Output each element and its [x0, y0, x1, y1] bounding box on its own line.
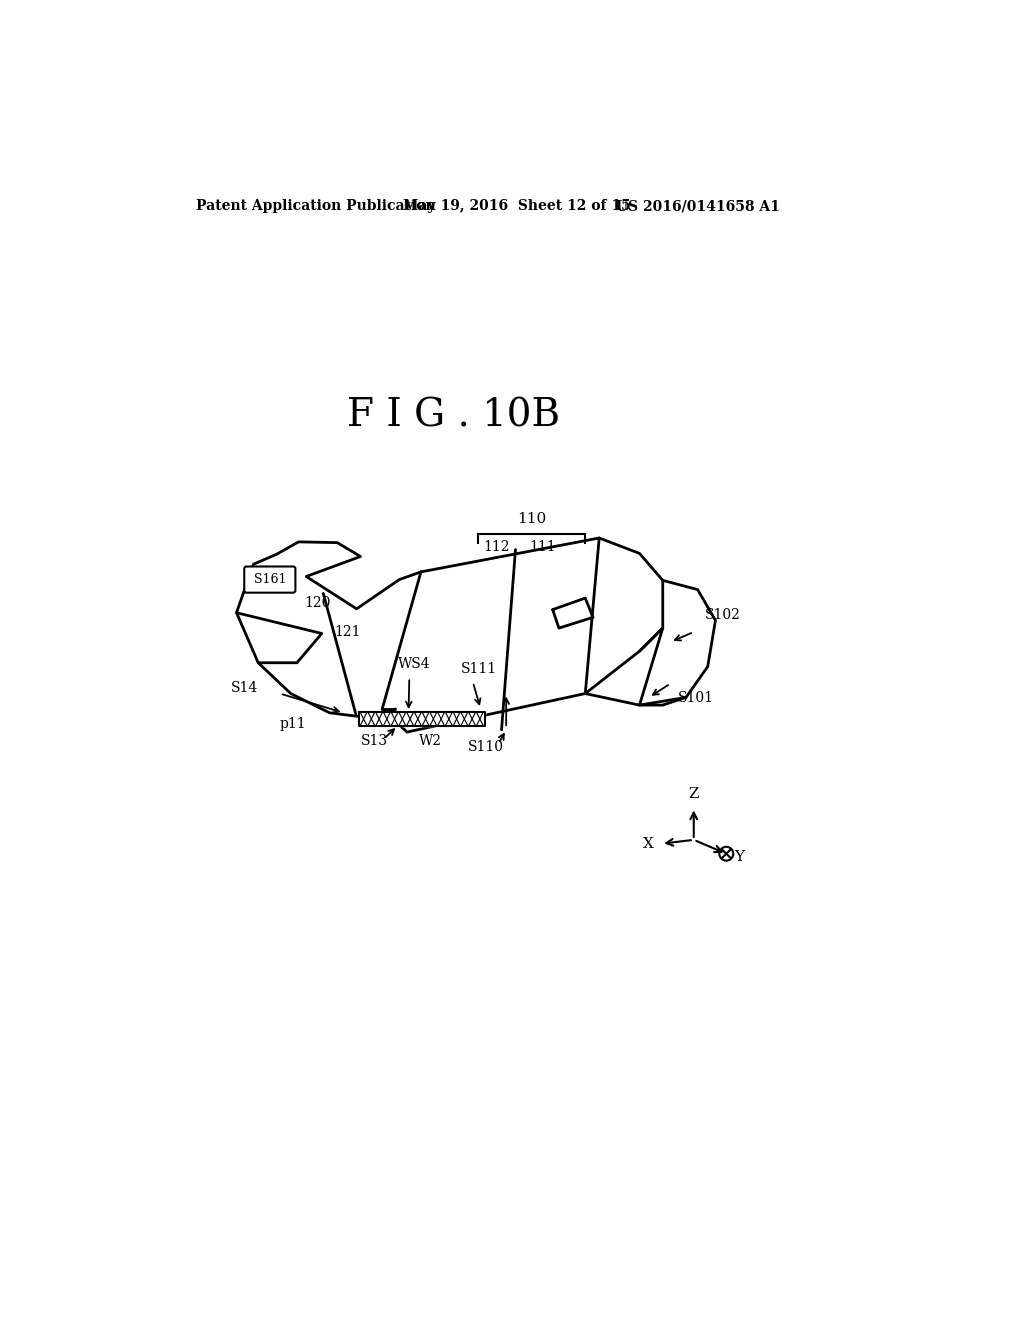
- Text: Z: Z: [688, 787, 699, 801]
- Text: W2: W2: [419, 734, 441, 748]
- Polygon shape: [359, 711, 484, 726]
- Text: p11: p11: [280, 717, 306, 731]
- Text: Y: Y: [734, 850, 744, 863]
- Text: S101: S101: [678, 692, 715, 705]
- FancyBboxPatch shape: [245, 566, 295, 593]
- Text: S14: S14: [231, 681, 258, 696]
- Text: S161: S161: [254, 573, 286, 586]
- Text: S110: S110: [468, 741, 504, 754]
- Text: May 19, 2016  Sheet 12 of 15: May 19, 2016 Sheet 12 of 15: [403, 199, 631, 213]
- Text: S13: S13: [360, 734, 388, 748]
- Text: S111: S111: [461, 661, 498, 676]
- Text: 110: 110: [517, 512, 547, 527]
- Text: X: X: [643, 837, 653, 850]
- Text: 112: 112: [483, 540, 509, 554]
- Text: 120: 120: [305, 595, 331, 610]
- Text: Patent Application Publication: Patent Application Publication: [197, 199, 436, 213]
- Text: F I G . 10B: F I G . 10B: [347, 397, 560, 434]
- Text: S102: S102: [706, 607, 741, 622]
- Text: WS4: WS4: [397, 657, 430, 671]
- Text: 121: 121: [334, 624, 360, 639]
- Text: US 2016/0141658 A1: US 2016/0141658 A1: [616, 199, 780, 213]
- Text: 111: 111: [529, 540, 556, 554]
